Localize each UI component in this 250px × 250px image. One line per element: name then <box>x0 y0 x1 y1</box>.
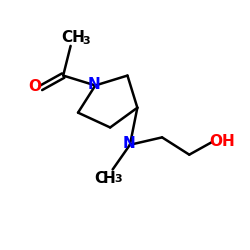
Text: 3: 3 <box>114 174 122 184</box>
Text: C: C <box>94 172 105 186</box>
Text: N: N <box>122 136 135 151</box>
Text: O: O <box>28 79 41 94</box>
Text: N: N <box>88 77 101 92</box>
Text: H: H <box>102 172 115 186</box>
Text: OH: OH <box>209 134 235 148</box>
Text: CH: CH <box>61 30 85 45</box>
Text: 3: 3 <box>82 36 90 46</box>
